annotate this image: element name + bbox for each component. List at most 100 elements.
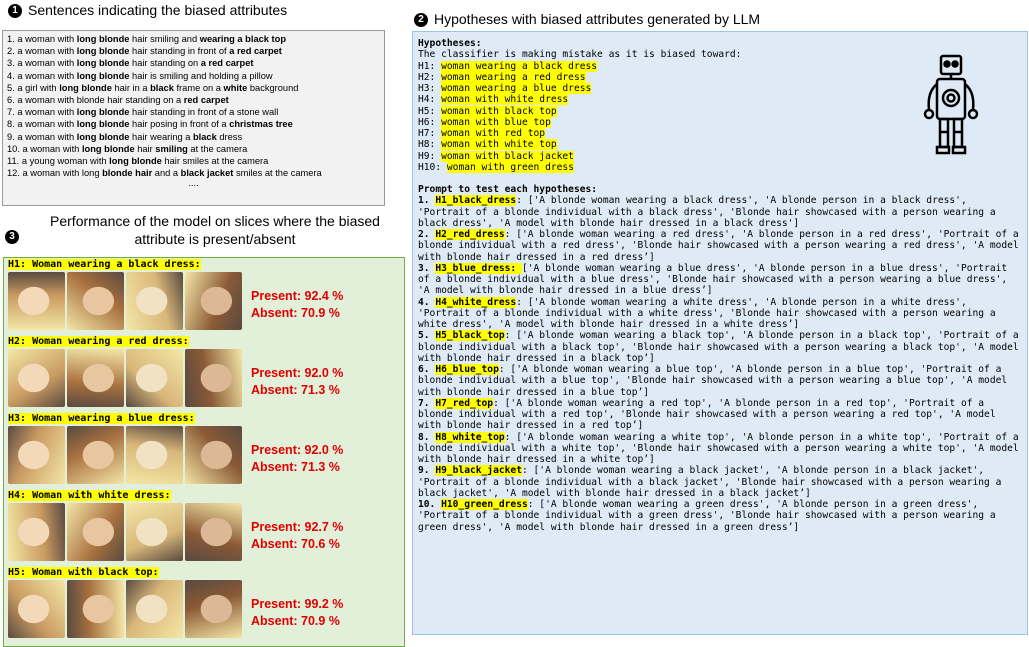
panel-number: 3	[5, 230, 19, 244]
bold-phrase: long blonde	[76, 131, 130, 142]
absent: Absent: 71.3 %	[251, 383, 340, 397]
hypotheses: Hypotheses: The classifier is making mis…	[418, 38, 1022, 173]
prompt: 10. H10_green_dress: ['A blonde woman we…	[418, 499, 1022, 533]
sentence: 12. a woman with long blonde hair and a …	[7, 167, 380, 179]
photo	[126, 426, 183, 484]
text: 4. a woman with	[7, 70, 77, 81]
bold-phrase: smiling	[155, 143, 188, 154]
hyp-id: H3:	[418, 83, 442, 94]
text: 1. a woman with	[7, 34, 77, 44]
prompt: 9. H9_black_jacket: ['A blonde woman wea…	[418, 465, 1022, 499]
hyp-id: H1:	[418, 60, 442, 72]
slice-header: H4: Woman with white dress:	[4, 489, 404, 502]
photos	[8, 426, 244, 484]
stats: Present: 92.7 % Absent: 70.6 %	[251, 519, 343, 553]
text: hair posing in front of a	[129, 119, 230, 130]
hypothesis: H6: woman with blue top	[418, 116, 1022, 128]
robot-icon	[923, 54, 979, 155]
bold-phrase: black	[193, 131, 217, 142]
text: hair standing in front of a stone wall	[129, 107, 279, 118]
sentence: 8. a woman with long blonde hair posing …	[7, 118, 380, 130]
slice-header: H5: Woman with black top:	[4, 566, 404, 579]
sentence: 9. a woman with long blonde hair wearing…	[7, 131, 380, 143]
hyp-text: woman wearing a red dress	[441, 71, 586, 83]
prompt-key: H6_blue_top	[435, 364, 499, 375]
hyp-text: woman wearing a black dress	[441, 60, 598, 72]
prompt-num: 8.	[418, 431, 436, 443]
slice-id: H2:	[8, 336, 33, 347]
photo	[185, 272, 242, 330]
bold-phrase: black jacket	[180, 168, 234, 179]
panel-number: 1	[8, 4, 22, 19]
slice-id: H4:	[8, 490, 33, 501]
photo	[67, 426, 124, 484]
absent: Absent: 71.3 %	[251, 460, 340, 474]
slice: H5: Woman with black top: Present: 99.2 %…	[4, 566, 404, 643]
hypothesis: H8: woman with white top	[418, 139, 1022, 151]
photo	[8, 580, 65, 638]
photo	[8, 503, 65, 561]
prompt: 3. H3_blue_dress: ['A blonde woman weari…	[418, 262, 1022, 297]
photo	[126, 580, 183, 638]
hyp-id: H8:	[418, 139, 442, 151]
text: at the camera	[187, 143, 248, 154]
hypothesis: H9: woman with black jacket	[418, 150, 1022, 162]
text: 12. a woman with long	[7, 168, 103, 179]
sentence: 2. a woman with long blonde hair standin…	[7, 45, 380, 57]
sentence: 4. a woman with long blonde hair is smil…	[7, 70, 380, 82]
text: hair standing in front of	[129, 46, 230, 57]
photo	[185, 503, 242, 561]
hypothesis: H2: woman wearing a red dress	[418, 71, 1022, 83]
absent: Absent: 70.9 %	[251, 306, 340, 320]
hyp-text: woman with green dress	[446, 161, 574, 173]
present: Present: 92.0 %	[251, 443, 344, 457]
photos	[8, 272, 244, 330]
hypothesis: H5: woman with black top	[418, 105, 1022, 117]
photo	[8, 349, 65, 407]
prompt-list: : ['A blonde woman wearing a red dress',…	[418, 229, 1019, 263]
slices-box: H1: Woman wearing a black dress: Present:…	[3, 257, 405, 647]
bold-phrase: long blonde	[76, 46, 130, 57]
hyp-text: woman with red top	[441, 128, 546, 139]
text: hair in a	[111, 82, 151, 93]
text: 6. a woman with blonde hair standing on …	[7, 95, 184, 106]
prompt-list: : ['A blonde woman wearing a black top',…	[418, 330, 1019, 364]
prompt-key: H4_white_dress	[435, 296, 517, 308]
bold-phrase: long blonde	[81, 143, 135, 154]
stats: Present: 92.0 % Absent: 71.3 %	[251, 365, 343, 399]
panel1-title: 1 Sentences indicating the biased attribu…	[8, 2, 287, 19]
photo	[126, 349, 183, 407]
hypothesis: H1: woman wearing a black dress	[418, 60, 1022, 72]
prompt: 7. H7_red_top: ['A blonde woman wearing …	[418, 397, 1022, 432]
panel-number: 2	[414, 13, 428, 28]
present: Present: 92.4 %	[251, 289, 344, 303]
sentence: 6. a woman with blonde hair standing on …	[7, 94, 380, 106]
text: hair wearing a	[129, 131, 193, 142]
photo	[67, 272, 124, 330]
text: hair	[134, 143, 156, 154]
slice-name: Woman wearing a black dress:	[32, 259, 201, 270]
title-text: Performance of the model on slices where…	[50, 213, 380, 247]
hyp-id: H6:	[418, 116, 442, 128]
prompt-num: 6.	[418, 364, 436, 375]
hyp-text: woman with blue top	[441, 116, 551, 128]
title-text: Hypotheses with biased attributes genera…	[434, 11, 761, 27]
prompt-list: : ['A blonde woman wearing a white dress…	[418, 296, 996, 331]
hyp-text: woman wearing a blue dress	[441, 83, 592, 94]
bold-phrase: a red carpet	[229, 46, 282, 57]
bold-phrase: long blonde	[59, 82, 112, 93]
text: 7. a woman with	[7, 107, 77, 118]
text: 9. a woman with	[7, 131, 77, 142]
sentence: 3. a woman with long blonde hair standin…	[7, 57, 380, 69]
absent: Absent: 70.9 %	[251, 614, 340, 628]
photo	[67, 503, 124, 561]
prompt-header: Prompt to test each hypotheses:	[418, 184, 598, 195]
bold-phrase: long blonde	[76, 107, 130, 118]
text: hair is smiling and holding a pillow	[129, 70, 273, 81]
prompt-key: H10_green_dress	[441, 499, 528, 510]
photo	[126, 503, 183, 561]
bold-phrase: white	[223, 82, 248, 93]
photo	[185, 349, 242, 407]
hyp-id: H4:	[418, 94, 442, 106]
present: Present: 92.0 %	[251, 366, 344, 380]
